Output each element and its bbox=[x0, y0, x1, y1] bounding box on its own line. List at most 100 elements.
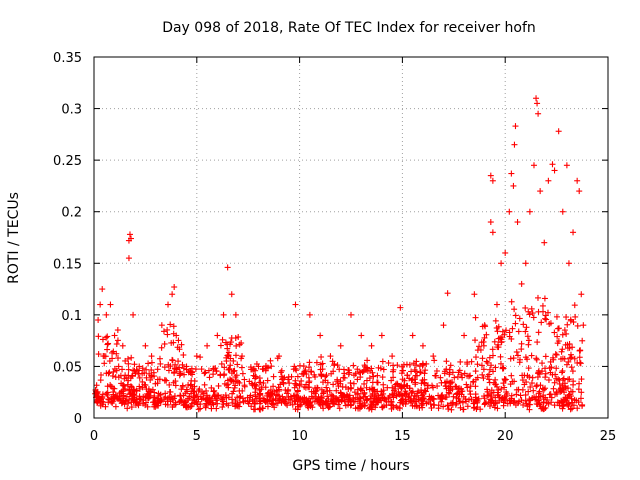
x-tick-label: 20 bbox=[497, 429, 514, 444]
data-point bbox=[336, 398, 343, 405]
data-point bbox=[175, 358, 182, 365]
data-point bbox=[472, 368, 479, 375]
data-point bbox=[434, 383, 441, 390]
data-point bbox=[579, 401, 586, 408]
data-point bbox=[388, 405, 395, 412]
data-point bbox=[530, 162, 537, 169]
y-tick-label: 0.2 bbox=[61, 206, 82, 221]
data-point bbox=[464, 372, 471, 379]
data-point bbox=[256, 397, 263, 404]
data-point bbox=[506, 329, 513, 336]
data-point bbox=[534, 374, 541, 381]
data-point bbox=[563, 314, 570, 321]
data-point bbox=[458, 371, 465, 378]
data-point bbox=[549, 354, 556, 361]
data-point bbox=[411, 403, 418, 410]
data-point bbox=[116, 396, 123, 403]
data-point bbox=[101, 360, 108, 367]
data-point bbox=[103, 311, 110, 318]
data-point bbox=[409, 376, 416, 383]
data-point bbox=[177, 370, 184, 377]
data-point bbox=[521, 372, 528, 379]
data-point bbox=[148, 359, 155, 366]
data-point bbox=[389, 353, 396, 360]
data-point bbox=[372, 404, 379, 411]
data-point bbox=[495, 341, 502, 348]
data-point bbox=[472, 394, 479, 401]
data-point bbox=[300, 370, 307, 377]
data-point bbox=[115, 363, 122, 370]
data-point bbox=[177, 398, 184, 405]
data-point bbox=[169, 357, 176, 364]
data-point bbox=[528, 352, 535, 359]
data-point bbox=[114, 327, 121, 334]
data-point bbox=[139, 370, 146, 377]
data-point bbox=[553, 389, 560, 396]
data-point bbox=[153, 402, 160, 409]
data-point bbox=[94, 390, 101, 397]
data-point bbox=[414, 372, 421, 379]
data-point bbox=[572, 313, 579, 320]
data-point bbox=[279, 375, 286, 382]
data-point bbox=[526, 311, 533, 318]
data-point bbox=[176, 364, 183, 371]
data-point bbox=[323, 384, 330, 391]
data-point bbox=[124, 405, 131, 412]
data-point bbox=[361, 402, 368, 409]
data-point bbox=[499, 364, 506, 371]
data-point bbox=[109, 372, 116, 379]
data-point bbox=[188, 390, 195, 397]
data-point bbox=[404, 372, 411, 379]
y-axis: 0 0.05 0.1 0.15 0.2 0.25 0.3 0.35 bbox=[53, 51, 608, 427]
data-point bbox=[493, 324, 500, 331]
data-point bbox=[308, 369, 315, 376]
data-point bbox=[400, 361, 407, 368]
data-point bbox=[181, 371, 188, 378]
data-point bbox=[397, 304, 404, 311]
data-point bbox=[161, 340, 168, 347]
data-point bbox=[558, 369, 565, 376]
y-tick-label: 0.15 bbox=[53, 257, 82, 272]
data-point bbox=[318, 353, 325, 360]
data-point bbox=[136, 374, 143, 381]
data-point bbox=[99, 336, 106, 343]
data-point bbox=[513, 348, 520, 355]
data-point bbox=[463, 381, 470, 388]
data-point bbox=[406, 393, 413, 400]
data-point bbox=[464, 359, 471, 366]
data-point bbox=[517, 392, 524, 399]
x-tick-label: 10 bbox=[291, 429, 308, 444]
data-point bbox=[154, 376, 161, 383]
data-point bbox=[325, 396, 332, 403]
data-point bbox=[142, 402, 149, 409]
data-point bbox=[294, 387, 301, 394]
data-point bbox=[571, 355, 578, 362]
data-point bbox=[171, 369, 178, 376]
data-point bbox=[210, 371, 217, 378]
data-point bbox=[168, 339, 175, 346]
data-point bbox=[195, 406, 202, 413]
data-point bbox=[478, 362, 485, 369]
data-point bbox=[358, 332, 365, 339]
data-point bbox=[432, 372, 439, 379]
data-point bbox=[388, 377, 395, 384]
data-point bbox=[364, 367, 371, 374]
data-point bbox=[148, 353, 155, 360]
data-point bbox=[330, 381, 337, 388]
data-point bbox=[197, 354, 204, 361]
data-point bbox=[110, 368, 117, 375]
data-point bbox=[558, 387, 565, 394]
data-point bbox=[474, 399, 481, 406]
data-point bbox=[478, 339, 485, 346]
data-point bbox=[284, 402, 291, 409]
data-point bbox=[165, 367, 172, 374]
data-point bbox=[157, 398, 164, 405]
data-point bbox=[535, 329, 542, 336]
data-point bbox=[421, 370, 428, 377]
data-point bbox=[130, 391, 137, 398]
data-point bbox=[97, 398, 104, 405]
data-point bbox=[533, 356, 540, 363]
grid bbox=[94, 57, 608, 418]
data-point bbox=[506, 208, 513, 215]
data-point bbox=[97, 301, 104, 308]
